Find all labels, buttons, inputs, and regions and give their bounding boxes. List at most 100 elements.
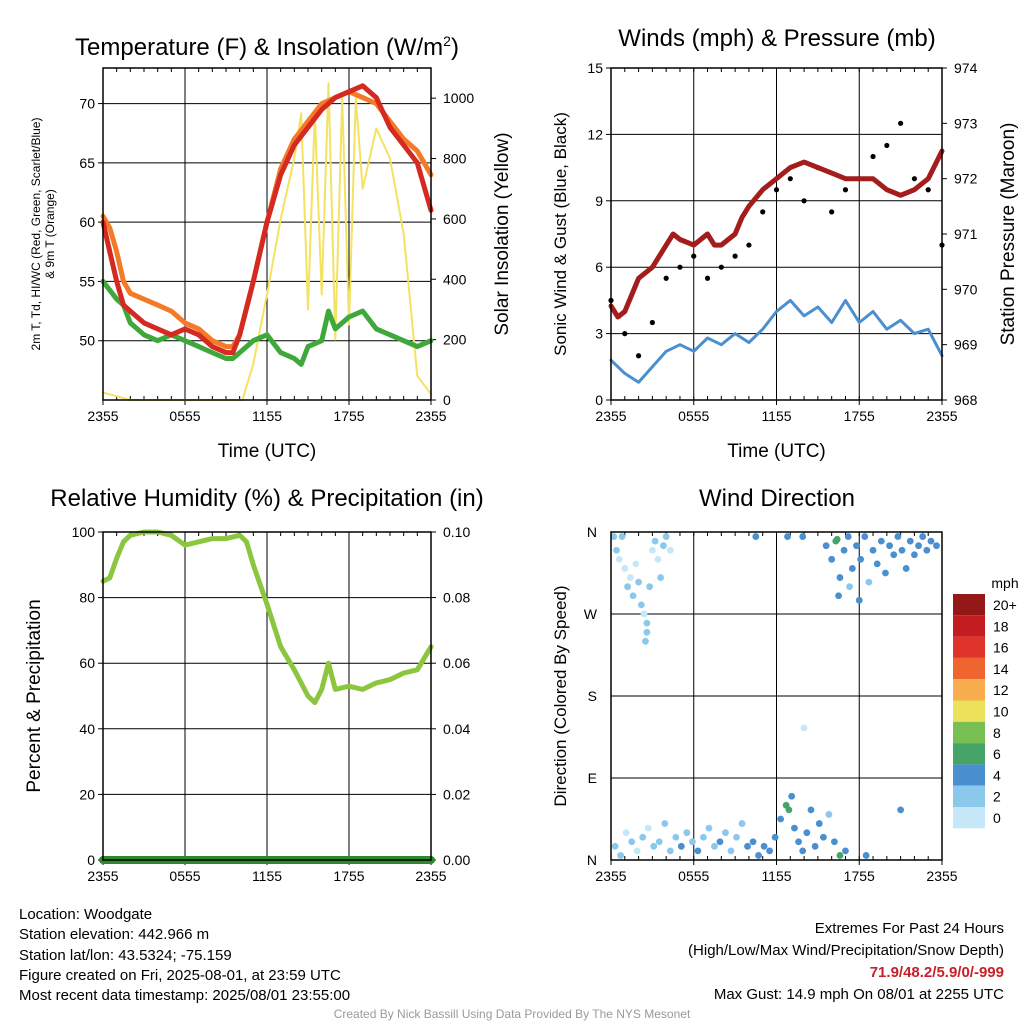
direction-point: [642, 637, 649, 645]
direction-point: [716, 838, 724, 846]
legend-label: 2: [993, 789, 1001, 805]
plot-border: [102, 531, 432, 861]
legend-swatch: [953, 615, 985, 637]
direction-point: [654, 555, 662, 563]
y-tick-label: 60: [79, 214, 95, 230]
direction-point: [828, 555, 836, 563]
gust-point: [663, 275, 669, 281]
direction-point: [661, 820, 669, 827]
direction-point: [836, 852, 844, 859]
legend-label: 10: [993, 704, 1009, 720]
direction-point: [835, 592, 842, 600]
direction-point: [886, 542, 893, 550]
x-tick-label: 2355: [415, 868, 446, 884]
direction-point: [624, 583, 631, 591]
gust-point: [760, 209, 766, 215]
x-tick-label: 1155: [252, 868, 282, 884]
legend-label: 8: [993, 725, 1001, 741]
y2-tick-label: 0: [443, 392, 451, 408]
station-info: Location: Woodgate Station elevation: 44…: [19, 905, 350, 1006]
legend-swatch: [953, 743, 985, 765]
direction-point: [846, 583, 853, 591]
direction-point: [933, 542, 940, 550]
x-axis-label: Time (UTC): [727, 441, 826, 462]
direction-point: [660, 542, 667, 550]
y2-tick-label: 200: [443, 332, 467, 348]
x-axis-label: Time (UTC): [218, 441, 317, 462]
location-text: Location: Woodgate: [19, 906, 153, 923]
gust-point: [773, 187, 780, 193]
gust-point: [622, 331, 628, 337]
direction-point: [840, 546, 848, 554]
y-tick-label: W: [584, 606, 598, 622]
y-tick-label: 9: [595, 193, 603, 209]
direction-point: [777, 815, 785, 823]
x-tick-label: 1155: [761, 408, 791, 424]
plot-border: [102, 67, 432, 401]
legend-swatch: [953, 700, 985, 722]
direction-point: [640, 610, 648, 618]
series-line-2m-td: [100, 278, 434, 367]
direction-point: [711, 842, 718, 850]
direction-point: [610, 533, 618, 540]
figure-created-text: Figure created on Fri, 2025-08-01, at 23…: [19, 966, 341, 984]
legend-swatch: [953, 764, 985, 786]
y-axis-label: 2m T, Td, HI/WC (Red, Green, Scarlet/Blu…: [29, 118, 43, 351]
direction-point: [755, 852, 762, 859]
y2-tick-label: 968: [954, 392, 978, 408]
direction-point: [894, 533, 902, 540]
direction-point: [633, 847, 641, 855]
direction-point: [621, 565, 629, 572]
gust-point: [911, 176, 918, 182]
direction-point: [873, 560, 881, 568]
y2-tick-label: 974: [954, 60, 978, 76]
x-tick-label: 2355: [926, 868, 957, 884]
y-axis-label: Direction (Colored By Speed): [551, 585, 570, 806]
y-tick-label: 6: [595, 259, 603, 275]
title-superscript: 2: [443, 33, 451, 49]
y2-tick-label: 0.04: [443, 721, 470, 737]
credit-text: Created By Nick Bassill Using Data Provi…: [333, 1007, 691, 1021]
direction-point: [869, 546, 877, 554]
direction-point: [927, 537, 935, 545]
y-tick-label: E: [588, 770, 597, 786]
chart-panel-4: 2355 0555 1155 1755 2355 Wind Direction N E S W N D…: [551, 485, 1019, 884]
gust-point: [870, 153, 876, 160]
direction-point: [865, 578, 873, 586]
direction-point: [923, 546, 931, 554]
legend-label: 16: [993, 640, 1009, 656]
y2-tick-label: 969: [954, 337, 978, 353]
y-tick-label: 50: [79, 333, 95, 349]
direction-point: [760, 842, 768, 850]
x-tick-label: 1755: [333, 868, 364, 884]
legend-swatch: [953, 721, 985, 744]
y2-tick-label: 800: [443, 151, 467, 167]
direction-point: [844, 533, 852, 540]
direction-point: [898, 546, 906, 554]
direction-point: [819, 833, 827, 841]
x-tick-label: 0555: [169, 868, 200, 884]
direction-point: [683, 829, 691, 837]
latlon-text: Station lat/lon: 43.5324; -75.159: [19, 946, 232, 964]
direction-point: [637, 601, 645, 609]
gust-point: [732, 253, 738, 259]
chart-title: Temperature (F) & Insolation (W/m2): [75, 33, 459, 61]
extremes-values: 71.9/48.2/5.9/0/-999: [869, 964, 1004, 981]
y-axis-label: Sonic Wind & Gust (Blue, Black): [551, 112, 570, 356]
direction-point: [677, 842, 685, 850]
gust-point: [746, 242, 752, 248]
direction-point: [629, 592, 637, 600]
y2-tick-label: 600: [443, 211, 467, 227]
gust-point: [649, 319, 655, 326]
y2-tick-label: 0.06: [443, 655, 470, 671]
gust-point: [898, 120, 904, 126]
direction-point: [771, 833, 779, 841]
x-tick-label: 0555: [678, 868, 709, 884]
legend-label: 4: [993, 767, 1001, 783]
x-tick-label: 1755: [844, 868, 875, 884]
direction-point: [825, 811, 833, 818]
direction-point: [811, 842, 819, 850]
direction-point: [785, 806, 793, 814]
y-tick-label: 12: [587, 126, 603, 142]
legend-swatch: [953, 657, 985, 680]
